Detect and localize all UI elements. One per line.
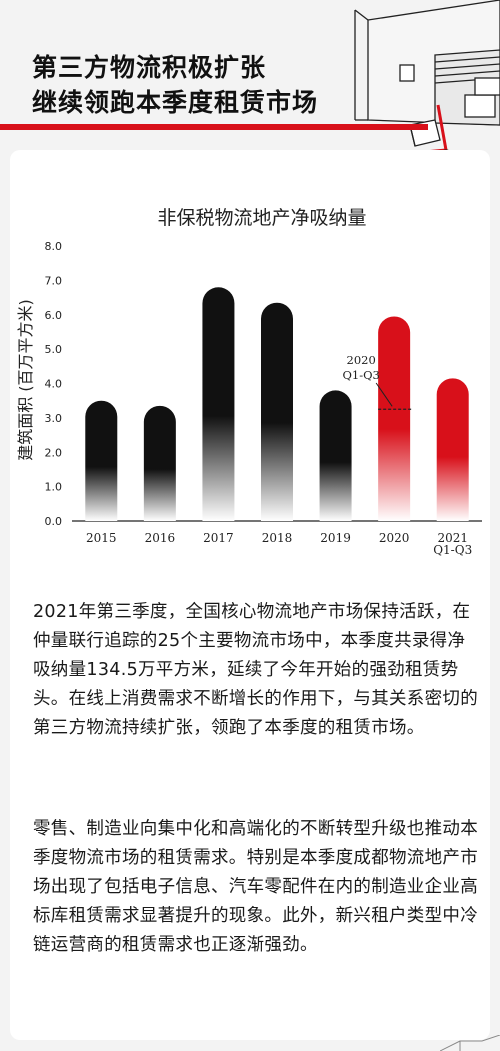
y-tick-label: 1.0 [45,481,63,494]
house-outline-icon [440,1035,500,1051]
y-tick-label: 7.0 [45,274,63,287]
x-tick-label: 2017 [203,531,234,545]
chart-title: 非保税物流地产净吸纳量 [157,207,366,229]
y-tick-label: 5.0 [45,343,63,356]
y-tick-label: 2.0 [45,446,63,459]
bar-2017 [202,287,235,521]
bar-2019 [319,390,352,521]
y-axis-label: 建筑面积 (百万平方米) [16,299,35,461]
y-tick-label: 4.0 [45,378,63,391]
page-title: 第三方物流积极扩张 继续领跑本季度租赁市场 [32,50,318,120]
x-tick-label: Q1-Q3 [433,543,472,557]
bar-2015 [85,400,118,521]
x-tick-label: 2021 [437,531,468,545]
bar-2018 [261,302,293,521]
x-tick-label: 2020 [379,531,410,545]
annotation-label-line2: Q1-Q3 [342,368,379,382]
annotation-pointer-line [375,382,393,407]
x-tick-label: 2016 [145,531,176,545]
net-absorption-chart: 非保税物流地产净吸纳量 建筑面积 (百万平方米) 0.0 1.0 2.0 3.0 4.0… [16,207,482,557]
x-tick-label: 2019 [320,531,351,545]
title-red-rule [0,124,428,130]
warehouse-illustration [354,0,500,163]
bar-2021 [436,378,469,521]
body-paragraph-2: 零售、制造业向集中化和高端化的不断转型升级也推动本季度物流市场的租赁需求。特别是… [33,819,478,955]
x-tick-label: 2015 [86,531,117,545]
y-tick-label: 8.0 [45,240,63,253]
bars [85,287,469,521]
page-title-line1: 第三方物流积极扩张 [32,53,267,82]
body-paragraph-1: 2021年第三季度，全国核心物流地产市场保持活跃，在仲量联行追踪的25个主要物流… [33,602,478,738]
y-tick-label: 0.0 [45,515,63,528]
page-title-line2: 继续领跑本季度租赁市场 [32,88,319,117]
annotation-label-line1: 2020 [347,353,376,367]
y-ticks: 0.0 1.0 2.0 3.0 4.0 5.0 6.0 7.0 8.0 [45,240,63,528]
bar-2020 [378,316,411,521]
content-card [10,150,490,1040]
x-tick-label: 2018 [262,531,293,545]
y-tick-label: 6.0 [45,309,63,322]
y-tick-label: 3.0 [45,412,63,425]
bar-2016 [143,405,176,521]
